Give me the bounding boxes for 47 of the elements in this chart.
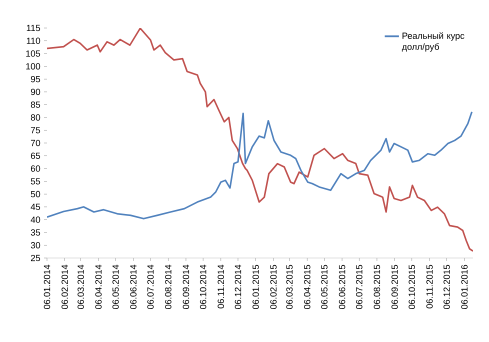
y-tick-label: 85 bbox=[30, 101, 40, 108]
x-tick-label: 06.01.2016 bbox=[461, 264, 468, 310]
legend-label: Реальный курс долл/руб bbox=[402, 32, 464, 52]
y-tick-label: 25 bbox=[30, 254, 40, 262]
y-tick-label: 35 bbox=[30, 229, 40, 236]
y-tick-label: 45 bbox=[30, 204, 40, 210]
x-tick-label: 06.10.2015 bbox=[408, 264, 416, 310]
y-tick-label: 115 bbox=[26, 24, 40, 32]
x-tick-label: 06.01.2015 bbox=[252, 264, 259, 310]
y-tick-label: 30 bbox=[30, 242, 40, 248]
y-tick-label: 70 bbox=[30, 140, 40, 146]
x-tick-label: 06.12.2014 bbox=[234, 264, 242, 310]
x-tick-label: 06.05.2015 bbox=[321, 264, 328, 310]
x-tick-label: 06.12.2015 bbox=[444, 264, 450, 310]
y-tick-label: 80 bbox=[30, 114, 40, 121]
y-tick-label: 60 bbox=[30, 165, 40, 172]
x-tick-label: 06.04.2014 bbox=[95, 264, 102, 310]
y-tick-label: 65 bbox=[30, 152, 40, 159]
y-tick-label: 40 bbox=[30, 216, 40, 223]
x-tick-label: 06.06.2014 bbox=[130, 264, 137, 310]
x-tick-label: 06.06.2015 bbox=[338, 264, 346, 310]
y-tick-label: 95 bbox=[30, 76, 40, 82]
x-tick-label: 06.04.2015 bbox=[304, 264, 310, 310]
x-tick-label: 06.05.2014 bbox=[112, 264, 119, 310]
y-tick-label: 110 bbox=[26, 38, 40, 44]
x-tick-label: 06.09.2015 bbox=[391, 264, 398, 310]
x-tick-label: 06.02.2015 bbox=[270, 264, 277, 310]
x-tick-label: 06.08.2015 bbox=[374, 264, 380, 310]
y-tick-label: 90 bbox=[30, 88, 40, 96]
x-tick-label: 06.03.2014 bbox=[78, 264, 84, 310]
line-series bbox=[47, 111, 473, 220]
x-tick-label: 06.03.2015 bbox=[286, 264, 293, 310]
y-tick-label: 105 bbox=[26, 50, 40, 57]
y-tick-label: 100 bbox=[26, 63, 40, 70]
x-tick-label: 06.08.2014 bbox=[165, 264, 172, 310]
x-tick-label: 06.11.2015 bbox=[426, 264, 433, 308]
y-tick-label: 50 bbox=[30, 190, 40, 198]
x-tick-label: 06.01.2014 bbox=[44, 264, 50, 310]
y-tick-label: 75 bbox=[30, 127, 40, 134]
x-tick-label: 06.07.2015 bbox=[356, 264, 362, 310]
x-tick-label: 06.10.2014 bbox=[200, 264, 206, 310]
y-tick-label: 55 bbox=[30, 178, 40, 184]
x-tick-label: 06.11.2014 bbox=[218, 264, 224, 308]
x-tick-label: 06.07.2014 bbox=[147, 264, 154, 310]
x-tick-label: 06.09.2014 bbox=[182, 264, 190, 310]
line-series bbox=[47, 28, 474, 252]
x-tick-label: 06.02.2014 bbox=[62, 264, 68, 310]
